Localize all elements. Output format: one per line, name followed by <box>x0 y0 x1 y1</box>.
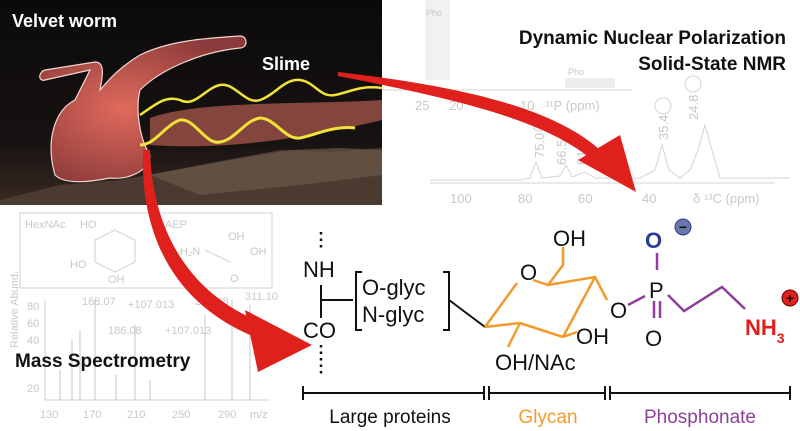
ms-peak-annotation: 186.08 <box>108 325 142 337</box>
slime-wave-icon <box>139 78 383 117</box>
c-axis-label: δ ¹³C (ppm) <box>693 191 759 206</box>
o-double-label: O <box>645 326 662 351</box>
p-tick: 25 <box>415 98 429 113</box>
slime-label: Slime <box>262 54 310 74</box>
c-tick: 100 <box>450 191 472 206</box>
positive-charge-icon <box>781 289 799 307</box>
ms-y-tick: 20 <box>27 383 39 395</box>
n-glyc-label: N-glyc <box>362 302 424 327</box>
ring-oxygen: O <box>520 260 537 285</box>
ms-structure-label: O <box>230 273 239 285</box>
velvet-worm-label: Velvet worm <box>12 11 117 31</box>
glycan-ring <box>483 247 609 348</box>
ms-structure-label: OH <box>108 274 125 286</box>
ms-x-tick: 250 <box>172 409 190 421</box>
linking-oxygen: O <box>610 298 627 323</box>
nmr-inset-bar <box>425 0 450 80</box>
oh-right-label: OH <box>576 324 609 349</box>
nh3-text: NH <box>745 315 777 340</box>
ms-structure-label: HO <box>70 259 87 271</box>
ms-structure-label: OH <box>228 231 245 243</box>
nh3-subscript: 3 <box>777 330 785 346</box>
chemical-structure: NH CO O-glyc N-glyc O OH OH OH/NAc O P O… <box>303 218 799 375</box>
segment-label-glycan: Glycan <box>518 407 577 428</box>
aep-bond <box>204 249 231 263</box>
c-tick: 60 <box>578 191 592 206</box>
phosphorus-label: P <box>649 278 664 303</box>
ms-structure-box <box>19 212 273 289</box>
ms-structure-label: AEP <box>165 219 187 231</box>
ms-y-label: Relative Abund. <box>9 271 21 348</box>
phosphonate-bonds <box>627 253 746 318</box>
arrow-to-nmr <box>338 72 636 192</box>
ms-x-unit: m/z <box>250 409 268 421</box>
velvet-worm-photo <box>0 0 382 205</box>
p-axis-label: ³¹P (ppm) <box>545 98 600 113</box>
hexnac-ring <box>94 229 136 273</box>
ms-x-tick: 210 <box>127 409 145 421</box>
c-tick: 40 <box>642 191 656 206</box>
ms-peak-annotation: +107.013 <box>165 325 211 337</box>
negative-charge-icon <box>674 218 692 236</box>
peak-marker <box>684 75 702 93</box>
ms-x-tick: 290 <box>218 409 236 421</box>
ms-spectrum <box>19 212 273 401</box>
o-glyc-label: O-glyc <box>362 275 426 300</box>
minus-sign: − <box>679 219 687 235</box>
ms-y-tick: 60 <box>27 318 39 330</box>
peak-label: 35.4 <box>656 115 671 140</box>
right-bracket <box>443 271 450 331</box>
oh-top-label: OH <box>553 226 586 251</box>
ms-y-tick: 40 <box>27 335 39 347</box>
o-minus-label: O <box>645 228 662 253</box>
c-tick: 80 <box>518 191 532 206</box>
nmr-spectrum <box>382 0 790 184</box>
nmr-inset-label: Pho <box>426 8 442 18</box>
glycosidic-bond <box>448 299 486 328</box>
nh-label: NH <box>303 257 335 282</box>
nmr-title-line1: Dynamic Nuclear Polarization <box>519 28 786 49</box>
plus-sign: + <box>786 290 794 306</box>
ms-structure-label: H₂N <box>180 246 200 258</box>
slime-wave-icon <box>139 116 356 147</box>
ms-y-tick: 80 <box>27 301 39 313</box>
c13-spectrum-trace <box>430 123 790 181</box>
oh-nac-label: OH/NAc <box>495 350 576 375</box>
nmr-inset-label: Pho <box>568 67 584 77</box>
ms-peak-annotation: 168.07 <box>82 296 116 308</box>
peak-label: 75.0 <box>532 133 547 158</box>
ms-structure-label: HexNAc <box>25 219 66 231</box>
arrow-to-structure <box>142 150 312 372</box>
nh3-label: NH3 <box>745 315 785 346</box>
ms-x-tick: 170 <box>83 409 101 421</box>
left-bracket <box>355 271 362 331</box>
peak-label: 24.8 <box>686 95 701 120</box>
segment-label-proteins: Large proteins <box>329 407 450 428</box>
ms-structure-label: HO <box>80 219 97 231</box>
ms-peak-annotation: +107.013 <box>128 299 174 311</box>
ms-title: Mass Spectrometry <box>15 351 191 372</box>
segment-scale-bar <box>302 386 791 400</box>
nmr-inset-bar <box>565 78 615 88</box>
co-label: CO <box>303 318 336 343</box>
peak-marker <box>654 97 672 115</box>
segment-label-phosphonate: Phosphonate <box>644 407 756 428</box>
ms-peak-annotation: 311.10 <box>245 291 278 303</box>
ms-structure-label: OH <box>250 246 267 258</box>
peak-label: 66.5 <box>554 140 569 165</box>
nmr-title-line2: Solid-State NMR <box>638 54 786 75</box>
ms-x-tick: 130 <box>40 409 58 421</box>
